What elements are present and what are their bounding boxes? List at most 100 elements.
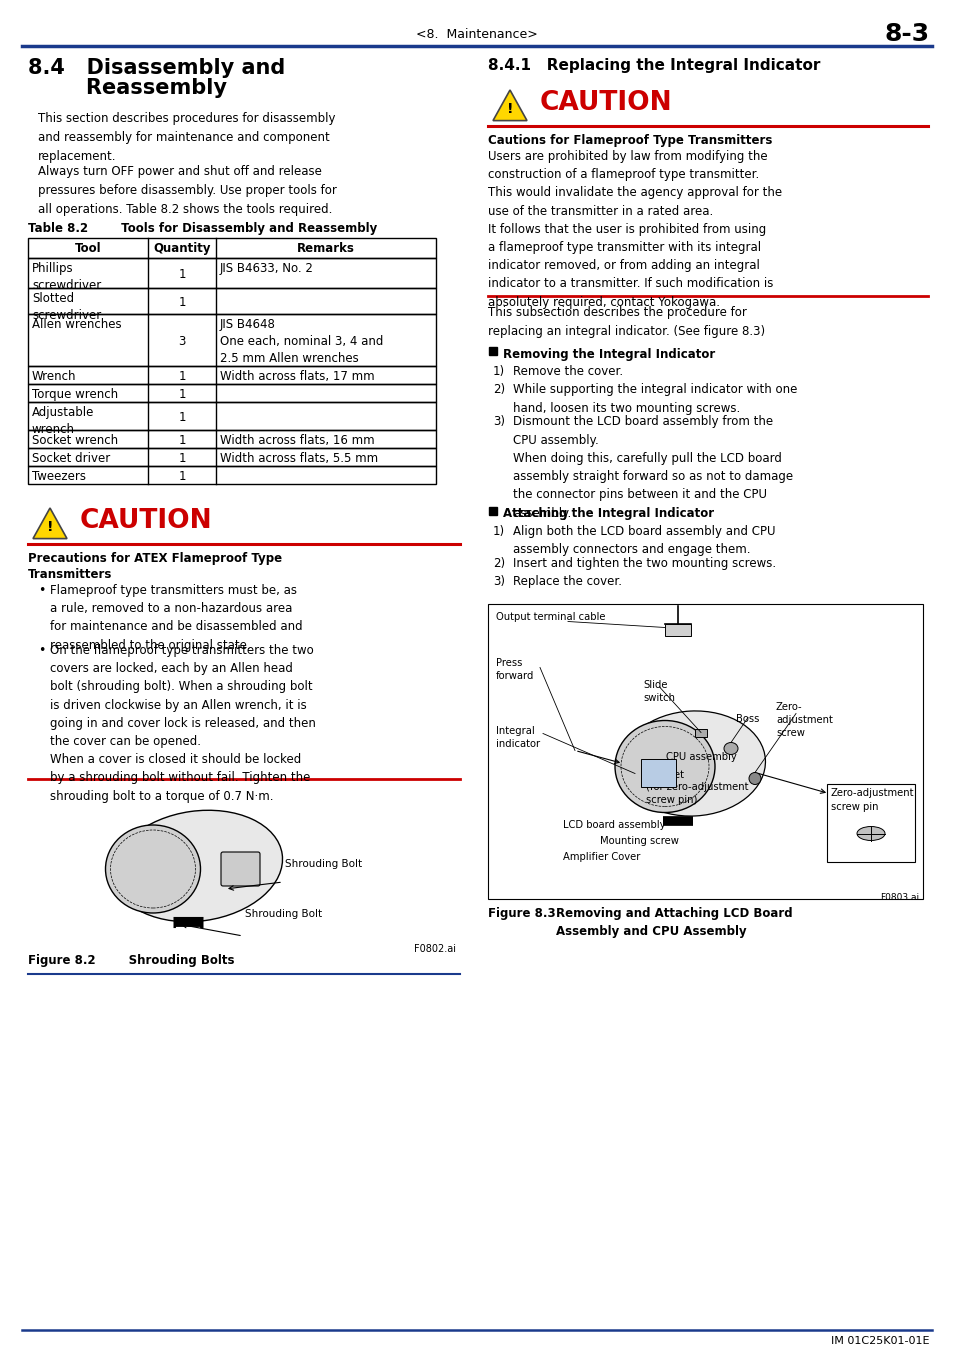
Text: 2): 2) xyxy=(493,383,504,397)
Ellipse shape xyxy=(856,826,884,841)
Bar xyxy=(28,258,436,288)
Text: Dismount the LCD board assembly from the
CPU assembly.
When doing this, carefull: Dismount the LCD board assembly from the… xyxy=(513,416,792,520)
Text: 1: 1 xyxy=(178,296,186,309)
Text: Remarks: Remarks xyxy=(296,242,355,255)
Text: Flameproof type transmitters must be, as
a rule, removed to a non-hazardous area: Flameproof type transmitters must be, as… xyxy=(50,585,302,652)
Ellipse shape xyxy=(106,825,200,913)
Text: Width across flats, 5.5 mm: Width across flats, 5.5 mm xyxy=(220,452,377,464)
Text: This subsection describes the procedure for
replacing an integral indicator. (Se: This subsection describes the procedure … xyxy=(488,306,764,338)
Text: JIS B4648
One each, nominal 3, 4 and
2.5 mm Allen wrenches: JIS B4648 One each, nominal 3, 4 and 2.5… xyxy=(220,319,383,364)
Text: JIS B4633, No. 2: JIS B4633, No. 2 xyxy=(220,262,314,275)
Text: Integral
indicator: Integral indicator xyxy=(496,725,539,749)
Bar xyxy=(28,466,436,485)
Bar xyxy=(489,347,497,355)
Text: Tweezers: Tweezers xyxy=(32,470,86,483)
Text: 8.4.1   Replacing the Integral Indicator: 8.4.1 Replacing the Integral Indicator xyxy=(488,58,820,73)
Text: LCD board assembly: LCD board assembly xyxy=(562,819,665,829)
Text: Users are prohibited by law from modifying the
construction of a flameproof type: Users are prohibited by law from modifyi… xyxy=(488,150,781,309)
Bar xyxy=(488,603,923,899)
Text: Slotted
screwdriver: Slotted screwdriver xyxy=(32,292,101,323)
Bar xyxy=(28,431,436,448)
Text: Bracket
(for zero-adjustment
screw pin): Bracket (for zero-adjustment screw pin) xyxy=(645,769,748,805)
Text: This section describes procedures for disassembly
and reassembly for maintenance: This section describes procedures for di… xyxy=(38,112,335,163)
Text: !: ! xyxy=(506,101,513,116)
Text: Width across flats, 16 mm: Width across flats, 16 mm xyxy=(220,433,375,447)
Text: Adjustable
wrench: Adjustable wrench xyxy=(32,406,94,436)
Text: Insert and tighten the two mounting screws.: Insert and tighten the two mounting scre… xyxy=(513,556,776,570)
Text: Allen wrenches: Allen wrenches xyxy=(32,319,121,331)
Text: 3): 3) xyxy=(493,575,504,589)
Text: F0803.ai: F0803.ai xyxy=(879,892,918,902)
Bar xyxy=(28,238,436,258)
Bar xyxy=(28,315,436,366)
Text: 1: 1 xyxy=(178,370,186,383)
Text: Always turn OFF power and shut off and release
pressures before disassembly. Use: Always turn OFF power and shut off and r… xyxy=(38,165,336,216)
Text: Reassembly: Reassembly xyxy=(28,78,227,99)
Text: 1: 1 xyxy=(178,387,186,401)
Text: Figure 8.3: Figure 8.3 xyxy=(488,906,555,919)
Ellipse shape xyxy=(723,743,738,755)
Text: Boss: Boss xyxy=(735,714,759,724)
Text: Remove the cover.: Remove the cover. xyxy=(513,364,622,378)
Text: Press
forward: Press forward xyxy=(496,657,534,680)
Bar xyxy=(28,383,436,402)
Text: On the flameproof type transmitters the two
covers are locked, each by an Allen : On the flameproof type transmitters the … xyxy=(50,644,315,803)
Text: Cautions for Flameproof Type Transmitters: Cautions for Flameproof Type Transmitter… xyxy=(488,134,772,147)
Ellipse shape xyxy=(748,772,760,784)
Bar xyxy=(640,759,676,787)
Text: 1: 1 xyxy=(178,410,186,424)
Ellipse shape xyxy=(113,810,282,922)
Text: Align both the LCD board assembly and CPU
assembly connectors and engage them.: Align both the LCD board assembly and CP… xyxy=(513,525,775,556)
Text: Socket driver: Socket driver xyxy=(32,452,111,464)
Text: 1): 1) xyxy=(493,525,504,537)
Bar xyxy=(28,448,436,466)
Bar xyxy=(28,288,436,315)
Bar xyxy=(28,402,436,431)
Text: CAUTION: CAUTION xyxy=(539,90,672,116)
Text: 1: 1 xyxy=(178,433,186,447)
Text: Removing and Attaching LCD Board
Assembly and CPU Assembly: Removing and Attaching LCD Board Assembl… xyxy=(556,906,792,937)
Text: 8-3: 8-3 xyxy=(884,22,929,46)
Bar xyxy=(695,729,706,737)
Text: Table 8.2        Tools for Disassembly and Reassembly: Table 8.2 Tools for Disassembly and Reas… xyxy=(28,221,376,235)
Text: Output terminal cable: Output terminal cable xyxy=(496,612,605,621)
Text: 1: 1 xyxy=(178,452,186,464)
Text: Shrouding Bolt: Shrouding Bolt xyxy=(285,859,362,869)
Text: Transmitters: Transmitters xyxy=(28,568,112,580)
Text: CPU assembly: CPU assembly xyxy=(665,752,736,761)
Text: Quantity: Quantity xyxy=(153,242,211,255)
Text: <8.  Maintenance>: <8. Maintenance> xyxy=(416,28,537,40)
Polygon shape xyxy=(493,90,526,120)
FancyBboxPatch shape xyxy=(221,852,260,886)
Text: IM 01C25K01-01E: IM 01C25K01-01E xyxy=(831,1336,929,1346)
Text: 1: 1 xyxy=(178,470,186,483)
Text: •: • xyxy=(38,585,46,597)
Text: 3: 3 xyxy=(178,335,186,348)
Text: Figure 8.2        Shrouding Bolts: Figure 8.2 Shrouding Bolts xyxy=(28,954,234,967)
Text: CAUTION: CAUTION xyxy=(80,508,213,535)
Text: •: • xyxy=(38,644,46,657)
Text: Slide
switch: Slide switch xyxy=(642,679,675,703)
Text: Replace the cover.: Replace the cover. xyxy=(513,575,621,589)
Text: 1): 1) xyxy=(493,364,504,378)
Text: Removing the Integral Indicator: Removing the Integral Indicator xyxy=(502,348,715,360)
Text: 3): 3) xyxy=(493,416,504,428)
Text: 1: 1 xyxy=(178,269,186,281)
Text: 8.4   Disassembly and: 8.4 Disassembly and xyxy=(28,58,285,78)
Ellipse shape xyxy=(619,711,764,815)
Text: Shrouding Bolt: Shrouding Bolt xyxy=(245,909,322,919)
Text: Tool: Tool xyxy=(74,242,101,255)
Text: Width across flats, 17 mm: Width across flats, 17 mm xyxy=(220,370,375,383)
Text: !: ! xyxy=(47,520,53,533)
Text: Zero-
adjustment
screw: Zero- adjustment screw xyxy=(775,702,832,738)
Text: F0802.ai: F0802.ai xyxy=(414,944,456,954)
Text: Torque wrench: Torque wrench xyxy=(32,387,118,401)
Ellipse shape xyxy=(615,721,714,813)
Bar xyxy=(664,624,690,636)
Polygon shape xyxy=(33,508,67,539)
Bar xyxy=(826,783,914,861)
Text: Precautions for ATEX Flameproof Type: Precautions for ATEX Flameproof Type xyxy=(28,552,282,566)
Text: While supporting the integral indicator with one
hand, loosen its two mounting s: While supporting the integral indicator … xyxy=(513,383,797,414)
Text: Phillips
screwdriver: Phillips screwdriver xyxy=(32,262,101,292)
Text: Amplifier Cover: Amplifier Cover xyxy=(562,852,639,861)
